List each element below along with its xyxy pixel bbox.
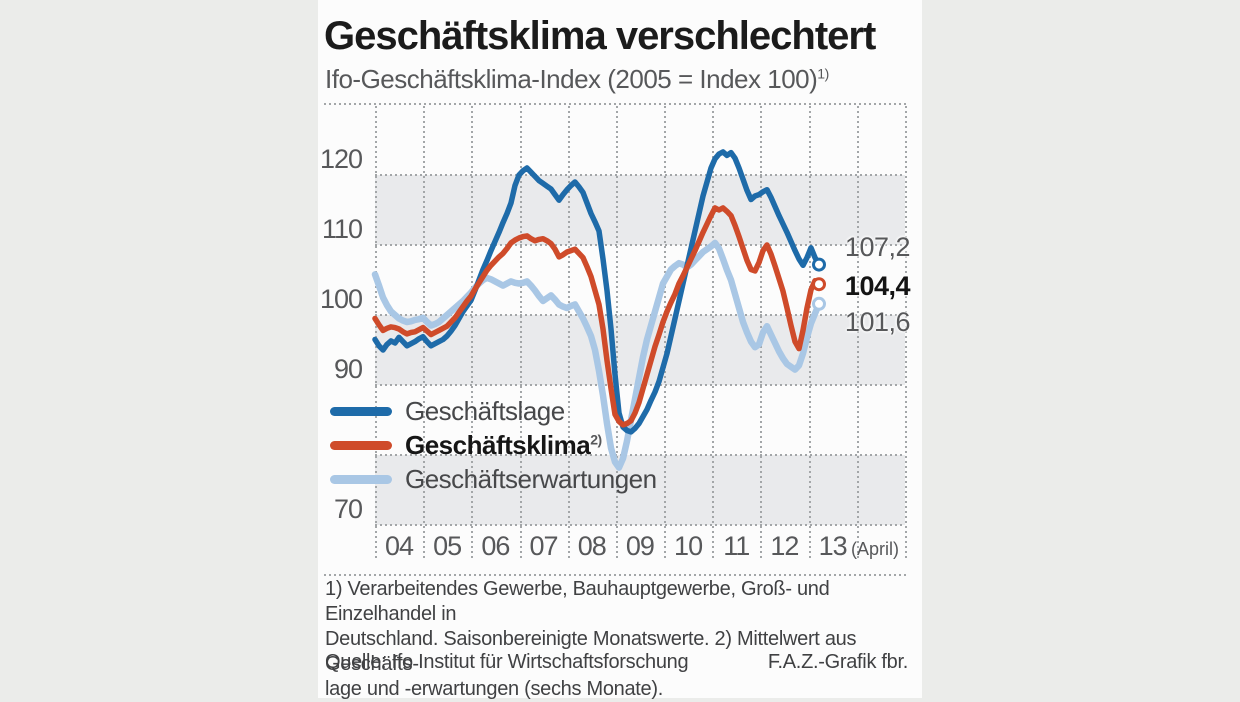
y-tick-label-120: 120 (319, 144, 363, 174)
footnote-line-1: 1) Verarbeitendes Gewerbe, Bauhauptgewer… (325, 578, 830, 625)
x-tick-label-13: 13 (818, 531, 848, 561)
x-tick-label-12: 12 (770, 531, 799, 561)
footnotes: 1) Verarbeitendes Gewerbe, Bauhauptgewer… (325, 577, 909, 702)
x-tick-label-08: 08 (577, 531, 607, 561)
end-value-geschaeftserwartungen: 101,6 (844, 307, 911, 337)
x-gridline-7 (712, 106, 714, 558)
plot-area: 04 05 06 07 08 09 10 11 12 13 (April) (371, 106, 907, 561)
y-tick-label-70: 70 (333, 494, 363, 524)
legend-label-geschaeftsklima: Geschäftsklima2) (405, 429, 602, 460)
geschaeftslage-line-swatch (330, 406, 392, 416)
y-gridline-100 (375, 314, 905, 316)
series-line-geschäftslage (372, 149, 822, 435)
credit-label: F.A.Z.-Grafik fbr. (767, 651, 908, 673)
chart-card: Geschäftsklima verschlechtert Ifo-Geschä… (318, 0, 922, 700)
y-tick-label-110: 110 (321, 214, 363, 244)
x-gridline-5 (616, 106, 618, 558)
x-axis-suffix-label: (April) (851, 539, 899, 559)
x-gridline-6 (664, 106, 666, 558)
chart-subtitle-text: Ifo-Geschäftsklima-Index (2005 = Index 1… (325, 64, 818, 94)
footer-separator-dotted-line (324, 574, 908, 576)
x-tick-label-06: 06 (481, 531, 510, 561)
end-value-geschaeftslage: 107,2 (844, 232, 911, 262)
geschaeftsklima-line-swatch (330, 440, 392, 450)
x-tick-label-07: 07 (529, 531, 559, 561)
series-line-geschäftserwartungen (371, 239, 823, 471)
end-value-geschaeftsklima: 104,4 (844, 271, 911, 301)
footnote-line-3: lage und -erwartungen (sechs Monate). (325, 678, 663, 700)
x-tick-label-05: 05 (433, 531, 462, 561)
footnote-line-2: Deutschland. Saisonbereinigte Monatswert… (325, 628, 857, 675)
y-gridline-70 (375, 524, 905, 526)
legend-label-geschaeftserwartungen: Geschäftserwartungen (405, 463, 657, 494)
legend-label-geschaeftslage: Geschäftslage (405, 395, 565, 426)
source-label: Quelle: Ifo Institut für Wirtschaftsfors… (325, 651, 689, 673)
footnote-marker-1: 1) (817, 65, 829, 82)
x-tick-label-04: 04 (384, 531, 414, 561)
x-gridline-0 (375, 106, 377, 558)
chart-title: Geschäftsklima verschlechtert (324, 14, 876, 58)
title-separator-dotted-line (324, 103, 908, 105)
x-tick-label-10: 10 (674, 531, 703, 561)
latest-value-marker-geschäftsklima (812, 277, 826, 292)
shaded-band-80-70 (375, 455, 905, 525)
legend-item-geschaeftserwartungen: Geschäftserwartungen (330, 462, 657, 496)
x-gridline-3 (520, 106, 522, 558)
series-line-geschäftsklima (372, 205, 822, 428)
y-tick-label-100: 100 (319, 284, 363, 314)
chart-subtitle: Ifo-Geschäftsklima-Index (2005 = Index 1… (325, 64, 917, 95)
latest-value-marker-geschäftslage (812, 257, 826, 272)
y-gridline-110 (375, 244, 905, 246)
x-gridline-2 (471, 106, 473, 558)
x-tick-label-09: 09 (625, 531, 655, 561)
legend-item-geschaeftslage: Geschäftslage (330, 394, 657, 428)
x-gridline-4 (568, 106, 570, 558)
y-axis-labels: 120 110 100 90 70 (318, 0, 366, 698)
source-row: F.A.Z.-Grafik fbr. Quelle: Ifo Institut … (325, 651, 908, 674)
y-gridline-120 (375, 174, 905, 176)
shaded-band-120-110 (375, 175, 905, 245)
latest-value-marker-geschäftserwartungen (812, 296, 826, 311)
x-gridline-10 (857, 106, 859, 558)
line-chart-canvas (371, 149, 826, 471)
y-tick-label-90: 90 (333, 354, 363, 384)
y-gridline-80 (375, 454, 905, 456)
chart-legend: Geschäftslage Geschäftsklima2) Geschäfts… (330, 394, 657, 496)
x-tick-label-11: 11 (723, 531, 750, 561)
legend-item-geschaeftsklima: Geschäftsklima2) (330, 428, 657, 462)
x-gridline-11 (905, 106, 907, 558)
geschaeftserwartungen-line-swatch (330, 474, 392, 484)
footnote-marker-2: 2) (590, 430, 602, 447)
